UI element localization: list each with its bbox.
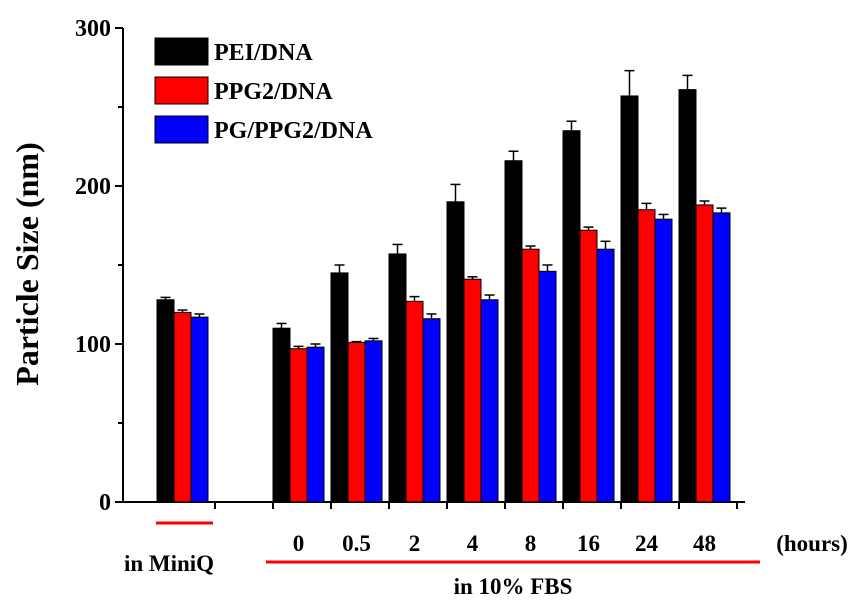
bar-ppg2-dna <box>579 229 598 503</box>
bar-pei-dna <box>330 272 349 503</box>
legend-swatch <box>154 76 209 105</box>
bar-pei-dna <box>272 327 291 503</box>
bar-ppg2-dna <box>463 278 482 503</box>
bar-pg-ppg2-dna <box>480 299 499 503</box>
x-tick-label: 0 <box>293 531 305 556</box>
bar-ppg2-dna <box>173 311 192 503</box>
bar-pg-ppg2-dna <box>596 248 615 503</box>
y-axis-label: Particle Size (nm) <box>9 142 45 385</box>
y-tick-label: 0 <box>99 490 111 516</box>
group-labels: in MiniQ in 10% FBS <box>124 521 760 599</box>
bar-pei-dna <box>678 89 697 503</box>
bar-pg-ppg2-dna <box>538 270 557 503</box>
bar-pei-dna <box>562 130 581 503</box>
bars <box>156 89 731 503</box>
bar-pg-ppg2-dna <box>364 340 383 503</box>
bar-pei-dna <box>388 253 407 503</box>
group-label: in MiniQ <box>124 551 214 576</box>
error-bars <box>160 69 727 349</box>
bar-ppg2-dna <box>521 248 540 503</box>
bar-pei-dna <box>620 95 639 503</box>
legend-label: PPG2/DNA <box>214 79 333 105</box>
x-tick-label: 8 <box>525 531 537 556</box>
x-tick-label: 0.5 <box>342 531 371 556</box>
bar-pg-ppg2-dna <box>654 218 673 503</box>
bar-pei-dna <box>446 201 465 503</box>
legend-swatch <box>154 37 209 66</box>
bar-pg-ppg2-dna <box>306 346 325 503</box>
y-tick-label: 300 <box>75 16 111 42</box>
group-label: in 10% FBS <box>454 574 573 599</box>
y-tick-label: 200 <box>75 174 111 200</box>
legend-label: PEI/DNA <box>214 40 313 66</box>
bar-pg-ppg2-dna <box>422 318 441 503</box>
bar-ppg2-dna <box>405 300 424 503</box>
x-tick-label: 2 <box>409 531 421 556</box>
x-axis-unit-label: (hours) <box>776 531 848 556</box>
bar-pg-ppg2-dna <box>712 212 731 503</box>
y-tick-label: 100 <box>75 332 111 358</box>
legend: PEI/DNA PPG2/DNA PG/PPG2/DNA <box>154 37 373 144</box>
bar-ppg2-dna <box>289 348 308 503</box>
bar-pei-dna <box>504 160 523 503</box>
x-tick-label: 48 <box>693 531 716 556</box>
bar-ppg2-dna <box>637 209 656 503</box>
x-tick-label: 4 <box>467 531 479 556</box>
bar-ppg2-dna <box>347 341 366 503</box>
bar-ppg2-dna <box>695 204 714 503</box>
bar-pg-ppg2-dna <box>190 316 209 503</box>
legend-swatch <box>154 115 209 144</box>
x-tick-label: 24 <box>635 531 659 556</box>
bar-pei-dna <box>156 299 175 503</box>
legend-label: PG/PPG2/DNA <box>214 118 373 144</box>
x-tick-label: 16 <box>577 531 600 556</box>
